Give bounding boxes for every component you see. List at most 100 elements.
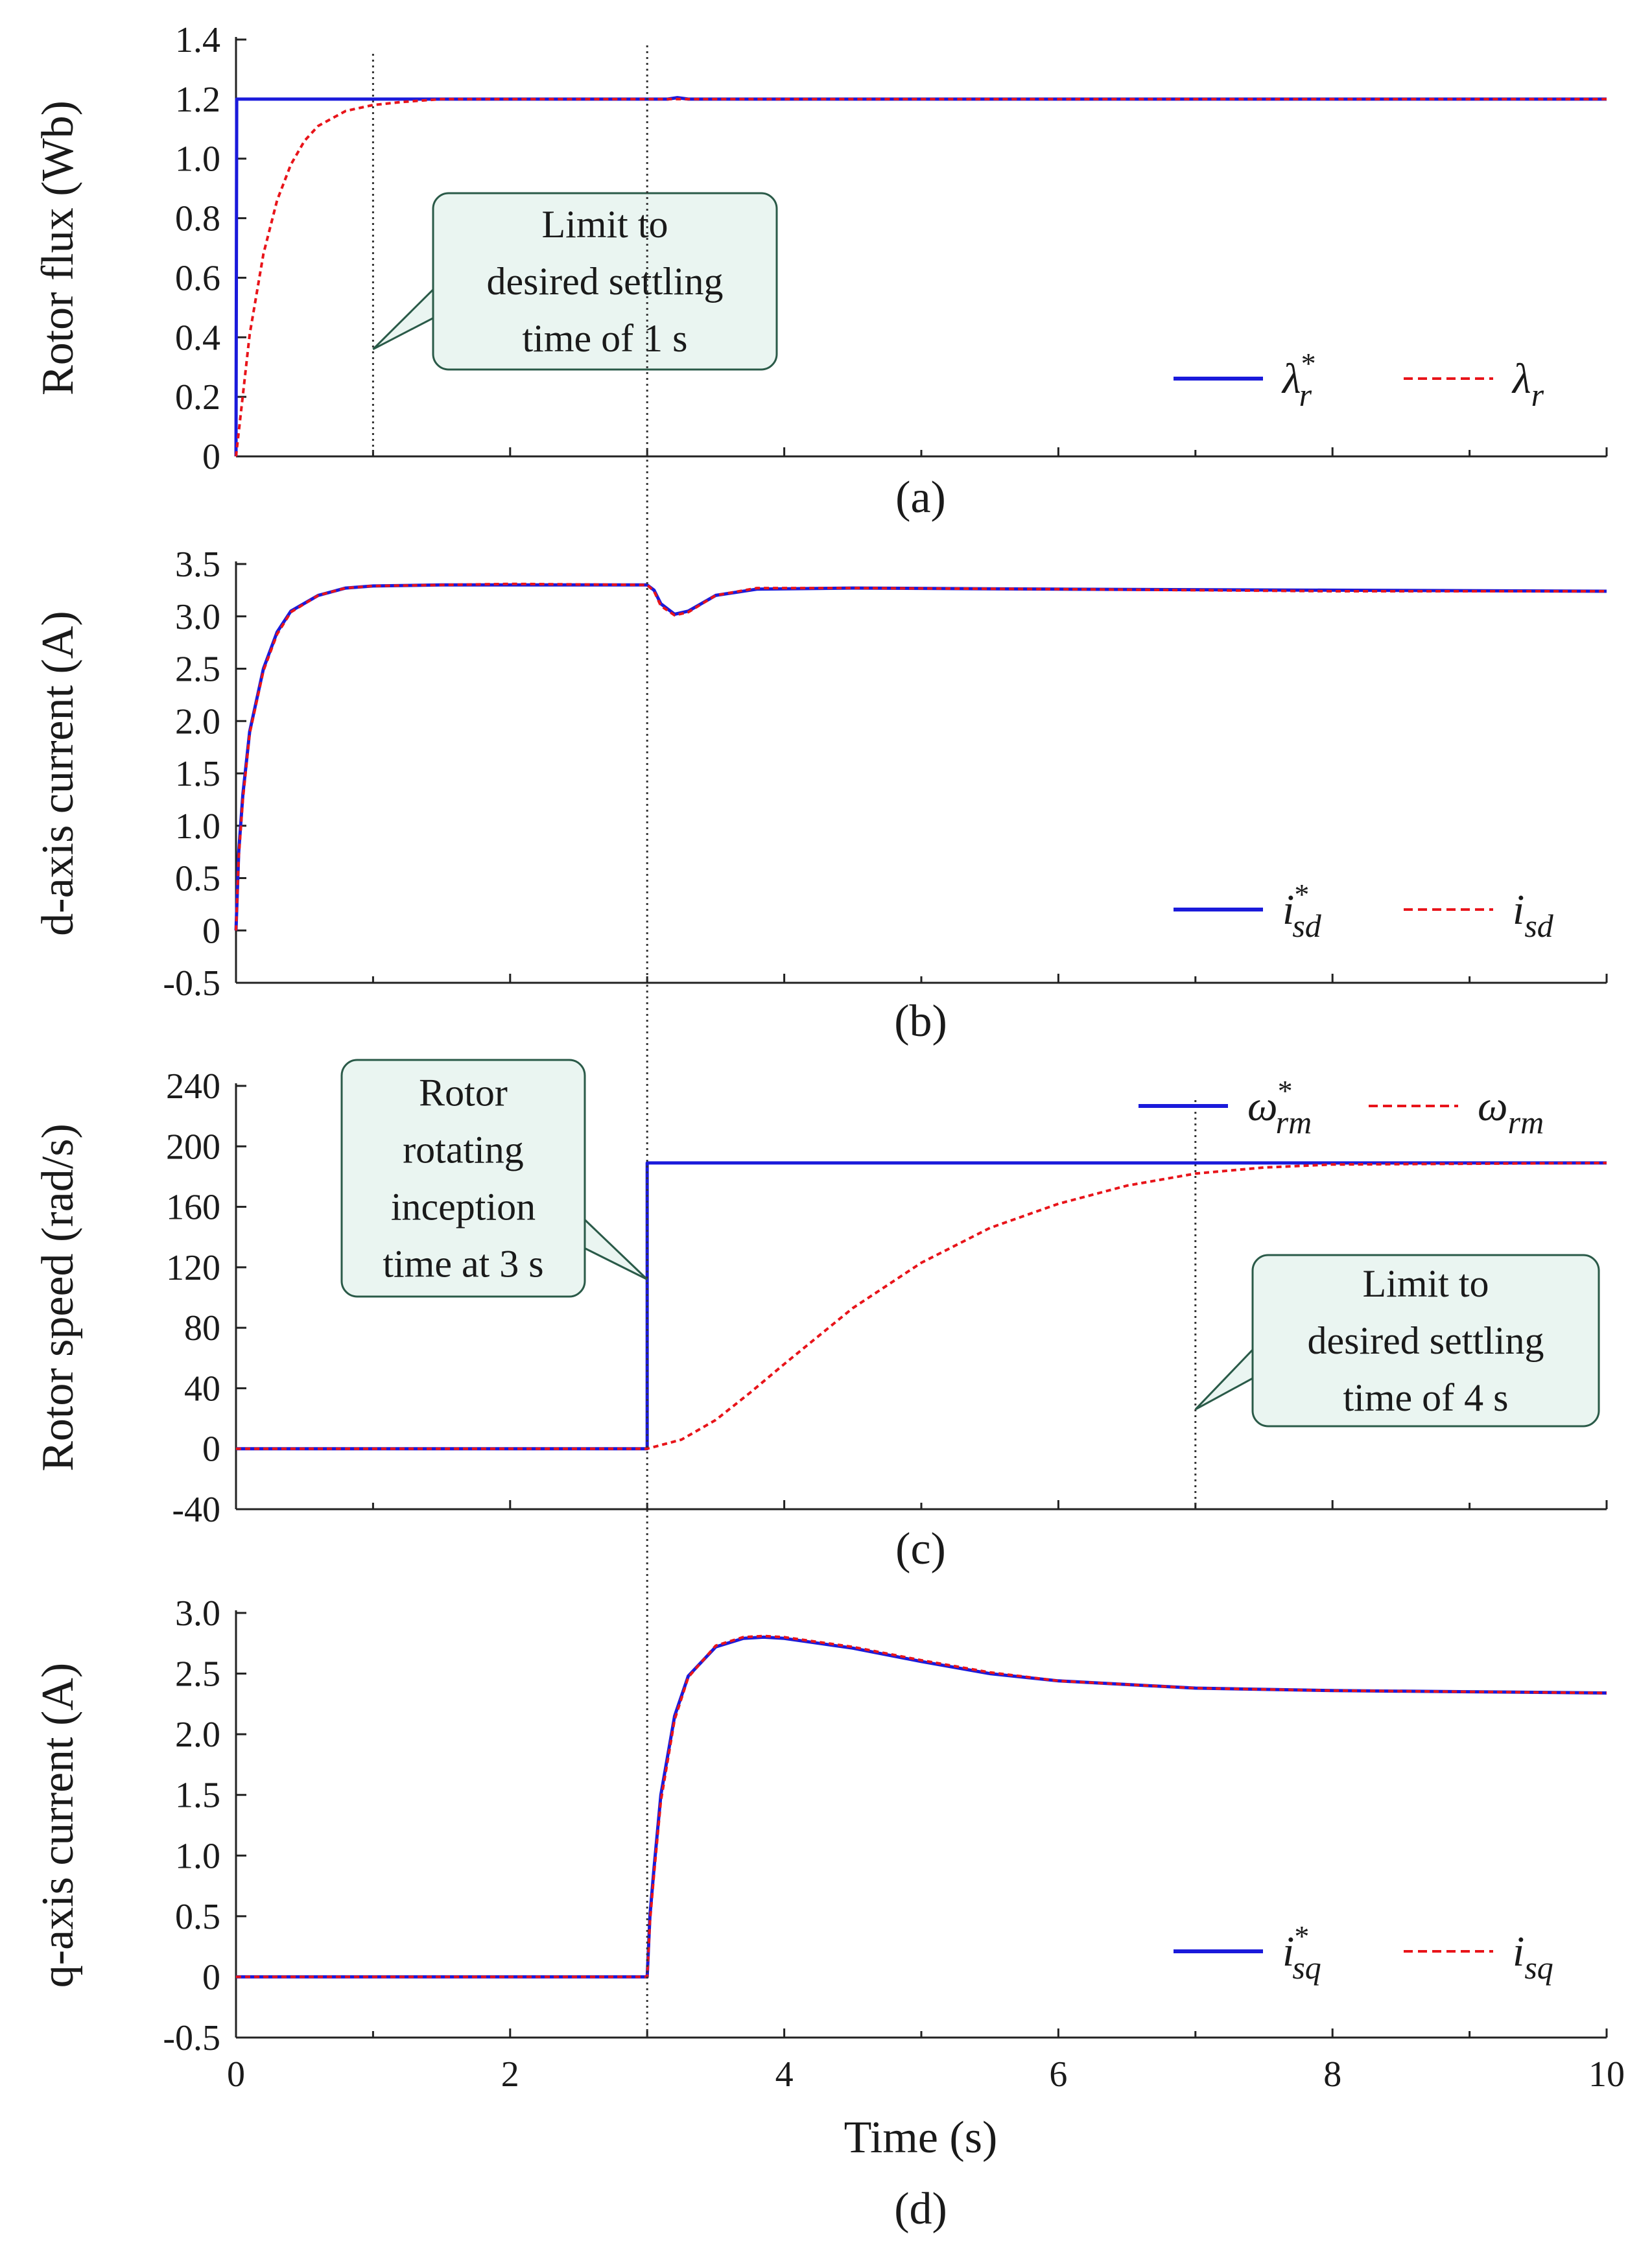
x-axis-label: Time (s) <box>844 2113 998 2163</box>
y-tick-label: 240 <box>166 1066 220 1107</box>
x-tick-label: 2 <box>501 2054 519 2095</box>
series-line-measured <box>236 1634 1607 1979</box>
x-tick-label: 8 <box>1323 2054 1341 2095</box>
y-tick-label: 0.8 <box>175 199 220 239</box>
legend-subscript: sd <box>1292 908 1321 944</box>
legend-symbol: λ <box>1281 355 1301 403</box>
annotation-callout: Rotor rotating inception time at 3 s <box>340 1059 648 1298</box>
callout-pointer <box>1194 1347 1254 1411</box>
y-tick-label: 1.2 <box>175 80 220 120</box>
y-tick-label: 2.0 <box>175 701 220 742</box>
legend-entry: λr <box>1511 355 1544 413</box>
y-axis-label: q-axis current (A) <box>33 1663 83 1988</box>
x-tick-label: 4 <box>775 2054 794 2095</box>
callout-text-line: rotating <box>403 1129 524 1171</box>
y-tick-label: 3.0 <box>175 1593 220 1634</box>
legend-subscript: sq <box>1292 1949 1321 1986</box>
legend-symbol: ω <box>1247 1083 1278 1130</box>
y-tick-label: 0.2 <box>175 377 220 417</box>
legend-subscript: sd <box>1524 908 1553 944</box>
y-tick-label: 0 <box>202 1957 220 1997</box>
y-tick-label: 40 <box>184 1369 220 1409</box>
panel-rotor-flux: 0 0.2 0.4 0.6 0.8 1.0 1.2 1.4 Rotor flux (Wb) (a)… <box>33 20 1608 523</box>
y-axis-label: Rotor speed (rad/s) <box>33 1123 83 1472</box>
legend-symbol: ω <box>1478 1083 1508 1130</box>
y-tick-label: -0.5 <box>163 963 220 1004</box>
panel-caption: (c) <box>895 1524 946 1574</box>
legend-entry: i* sd <box>1282 878 1322 944</box>
panel-caption: (a) <box>895 473 946 523</box>
panel-caption: (d) <box>894 2184 947 2234</box>
y-tick-label: 3.5 <box>175 545 220 585</box>
legend-subscript: r <box>1299 377 1312 413</box>
legend-entry: ω* rm <box>1247 1074 1312 1140</box>
y-tick-label: 1.5 <box>175 754 220 794</box>
y-tick-label: 0 <box>202 1429 220 1470</box>
callout-box <box>432 192 778 371</box>
y-tick-label: 2.5 <box>175 650 220 690</box>
legend-entry: λ* r <box>1281 347 1316 413</box>
legend-superscript: * <box>1294 1920 1309 1953</box>
panel-d-axis-current: -0.5 0 0.5 1.0 1.5 2.0 2.5 3.0 3.5 d-axis current… <box>33 545 1608 1046</box>
callout-text-line: inception <box>391 1186 536 1228</box>
legend-symbol: i <box>1282 1928 1294 1975</box>
legend-entry: ωrm <box>1478 1083 1544 1140</box>
callout-text-line: time of 4 s <box>1343 1376 1509 1419</box>
panel-rotor-speed: -40 0 40 80 120 160 200 240 Rotor speed (rad/s) (… <box>33 1059 1608 1574</box>
callout-text-line: Limit to <box>1363 1262 1489 1305</box>
panel-caption: (b) <box>894 996 947 1046</box>
y-tick-label: 1.0 <box>175 1836 220 1876</box>
y-tick-label: 1.4 <box>175 20 220 60</box>
callout-text-line: time of 1 s <box>523 317 688 360</box>
callout-pointer <box>584 1217 648 1280</box>
y-tick-label: 3.0 <box>175 597 220 637</box>
y-tick-label: 120 <box>166 1248 220 1288</box>
legend-superscript: * <box>1294 878 1309 911</box>
series-line-reference <box>236 1635 1607 1979</box>
y-tick-label: 2.5 <box>175 1654 220 1695</box>
series-line-measured <box>235 582 1607 931</box>
legend-superscript: * <box>1301 347 1316 380</box>
callout-text-line: desired settling <box>487 260 724 303</box>
x-tick-label: 6 <box>1049 2054 1067 2095</box>
legend-subscript: rm <box>1508 1104 1544 1140</box>
y-axis-label: d-axis current (A) <box>33 611 83 935</box>
y-tick-label: -0.5 <box>163 2018 220 2058</box>
callout-text-line: desired settling <box>1308 1319 1544 1362</box>
annotation-callout: Limit to desired settling time of 1 s <box>372 192 778 371</box>
y-tick-label: 0.4 <box>175 318 220 358</box>
y-tick-label: 2.0 <box>175 1715 220 1755</box>
y-tick-label: 1.0 <box>175 806 220 847</box>
legend-subscript: r <box>1531 377 1544 413</box>
y-tick-label: 200 <box>166 1127 220 1167</box>
y-axis-label: Rotor flux (Wb) <box>33 100 83 395</box>
legend-symbol: i <box>1513 886 1524 934</box>
legend-symbol: λ <box>1511 355 1531 403</box>
y-tick-label: 0.5 <box>175 1897 220 1937</box>
callout-box <box>1251 1254 1600 1428</box>
panel-q-axis-current: -0.500.51.01.52.02.53.0q-axis current (A… <box>33 1593 1608 2234</box>
annotation-callout: Limit to desired settling time of 4 s <box>1194 1254 1600 1428</box>
shared-x-axis: 0 2 4 6 8 10 Time (s) <box>227 2054 1625 2163</box>
y-tick-label: 0 <box>202 437 220 477</box>
callout-pointer <box>372 287 434 350</box>
callout-text-line: time at 3 s <box>383 1243 543 1286</box>
legend-entry: isd <box>1513 886 1554 944</box>
y-tick-label: -40 <box>172 1490 220 1530</box>
legend-entry: isq <box>1513 1928 1553 1986</box>
callout-text-line: Rotor <box>419 1072 508 1114</box>
y-tick-label: 1.5 <box>175 1776 220 1816</box>
series-line-reference <box>234 583 1607 931</box>
y-tick-label: 160 <box>166 1188 220 1228</box>
legend-subscript: sq <box>1524 1949 1553 1986</box>
x-tick-label: 0 <box>227 2054 245 2095</box>
legend-symbol: i <box>1513 1928 1524 1975</box>
legend-entry: i* sq <box>1282 1920 1321 1986</box>
callout-text-line: Limit to <box>542 203 668 246</box>
legend-symbol: i <box>1282 886 1294 934</box>
x-tick-label: 10 <box>1588 2054 1625 2095</box>
y-tick-label: 0.5 <box>175 859 220 899</box>
y-tick-label: 0.6 <box>175 258 220 298</box>
callout-box <box>340 1059 586 1298</box>
